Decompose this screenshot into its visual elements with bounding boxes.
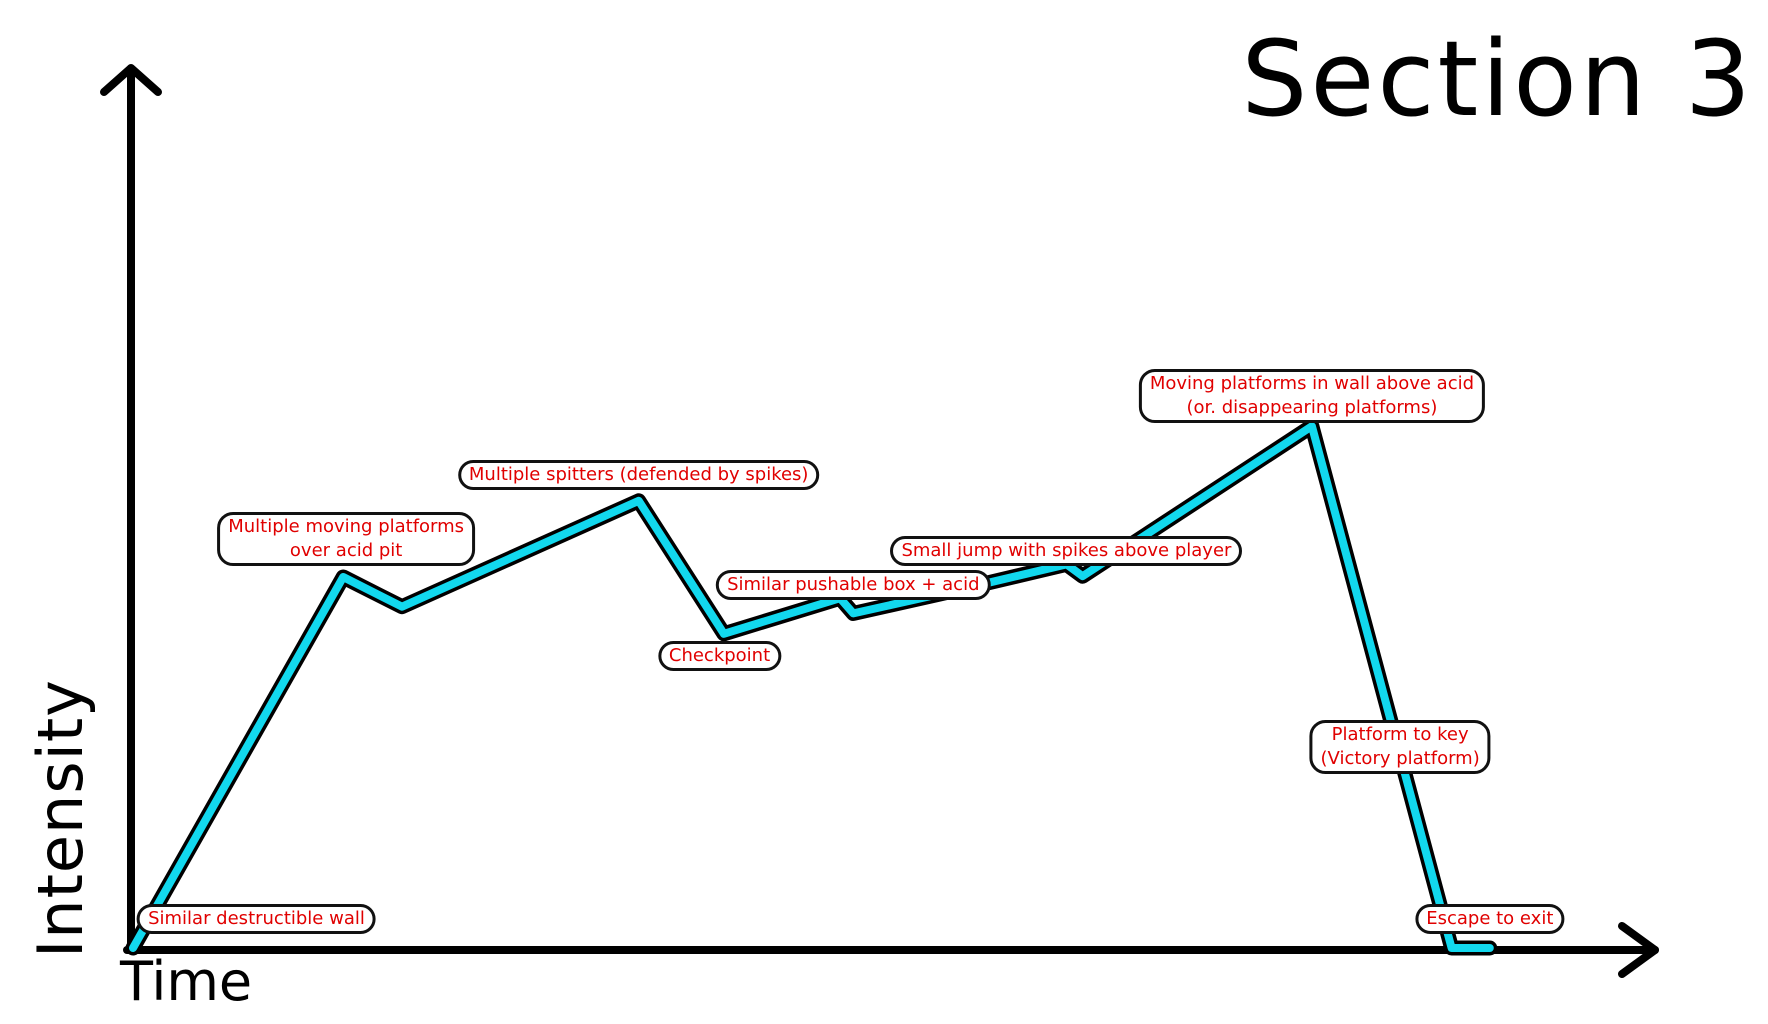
annotation-text: Multiple moving platforms — [228, 515, 465, 537]
annotation-text: (or. disappearing platforms) — [1186, 396, 1438, 418]
annotation-label: Moving platforms in wall above acid (or. … — [1138, 368, 1486, 423]
annotation-label: Checkpoint — [657, 640, 782, 671]
annotation-text: Moving platforms in wall above acid — [1149, 372, 1475, 394]
annotation-text: Checkpoint — [668, 644, 771, 666]
annotation-label: Similar destructible wall — [137, 904, 376, 935]
y-axis-label: Intensity — [24, 679, 97, 958]
annotation-text: Similar destructible wall — [148, 908, 365, 930]
annotation-label: Small jump with spikes above player — [890, 535, 1243, 566]
annotation-text: over acid pit — [289, 539, 403, 561]
annotation-text: Multiple spitters (defended by spikes) — [468, 464, 809, 486]
y-axis-arrow-icon — [100, 64, 162, 96]
x-axis-label: Time — [120, 950, 253, 1013]
annotation-text: Escape to exit — [1426, 908, 1554, 930]
annotation-text: Similar pushable box + acid — [727, 574, 980, 596]
annotation-label: Similar pushable box + acid — [716, 570, 991, 601]
annotation-label: Escape to exit — [1415, 904, 1565, 935]
series-line — [129, 422, 1494, 952]
chart-title: Section 3 — [1241, 18, 1754, 140]
annotation-label: Platform to key (Victory platform) — [1309, 720, 1491, 775]
annotation-text: Platform to key — [1331, 724, 1469, 746]
series-line-outline — [125, 418, 1498, 956]
annotation-label: Multiple moving platforms over acid pit — [217, 511, 476, 566]
x-axis-arrow-icon — [1618, 922, 1659, 978]
annotation-text: (Victory platform) — [1320, 748, 1480, 770]
annotation-text: Small jump with spikes above player — [901, 539, 1232, 561]
axes — [100, 64, 1659, 978]
annotation-label: Multiple spitters (defended by spikes) — [457, 460, 820, 491]
